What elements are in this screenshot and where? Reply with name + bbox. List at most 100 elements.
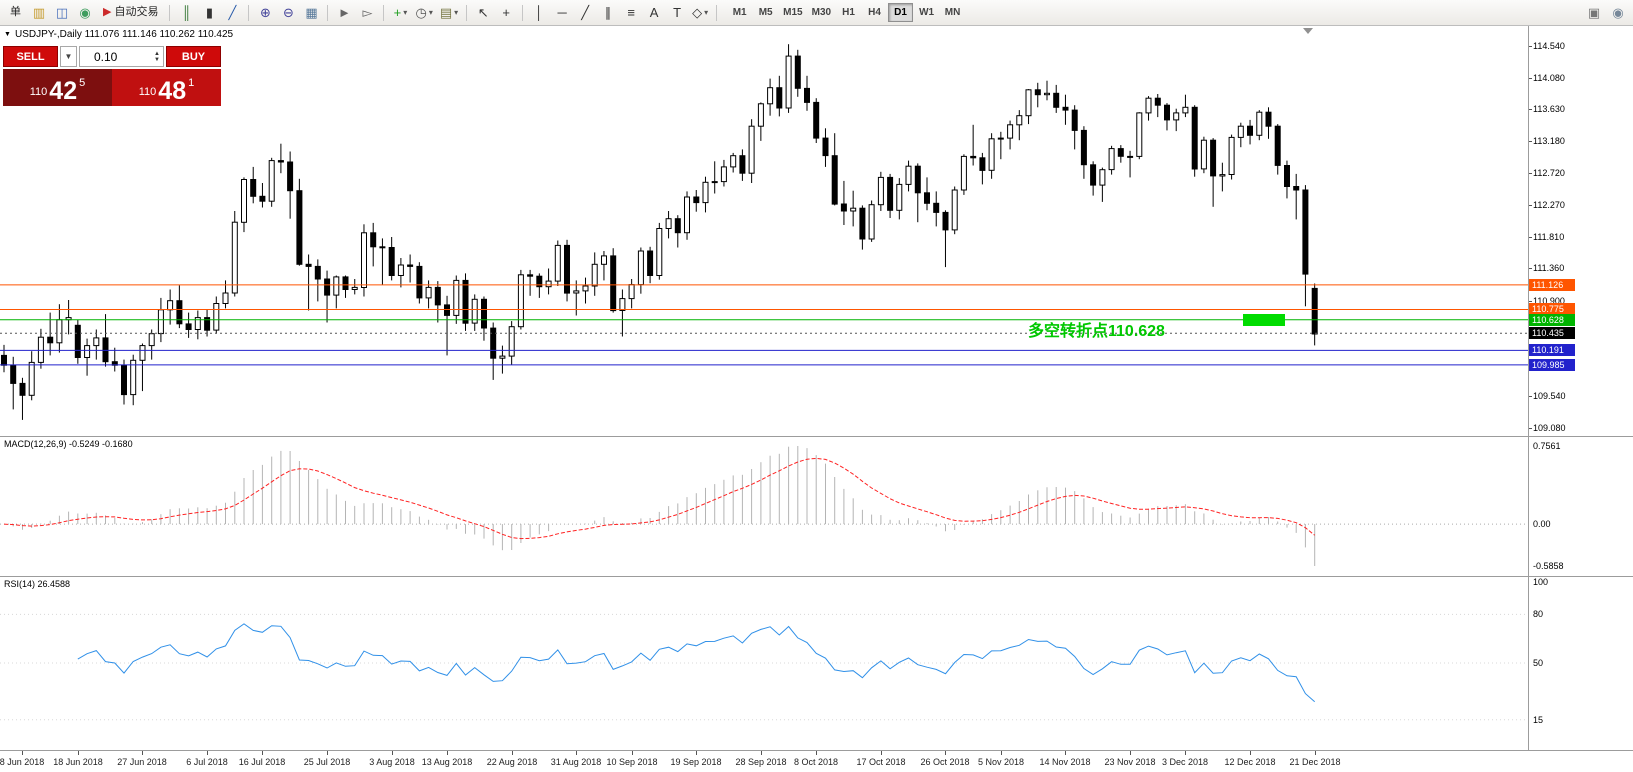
price-axis-tick [1528,237,1532,238]
rsi-plot[interactable] [0,576,1528,750]
shapes-icon-dropdown-arrow[interactable]: ▾ [704,7,709,17]
shapes-icon: ◇ [692,5,703,20]
toolbar-right-icon-1[interactable]: ▣ [1583,3,1605,23]
data-window-icon[interactable]: ◉ [74,3,96,23]
one-click-collapse-arrow[interactable]: ▼ [4,31,11,38]
templates-icon[interactable]: ▤ ▾ [437,3,461,23]
candle [1090,164,1097,186]
tile-windows-icon[interactable]: ▦ [300,3,322,23]
candle [1025,89,1032,117]
rsi-line [77,623,1316,703]
timeframe-m30-button[interactable]: M30 [811,7,832,18]
date-label: 27 Jun 2018 [117,757,167,767]
text-icon[interactable]: A [643,3,665,23]
date-tick [945,751,946,755]
timeframe-m15-button[interactable]: M15 [783,7,803,18]
time-axis[interactable]: 8 Jun 2018 18 Jun 2018 27 Jun 2018 6 Jul 20… [0,750,1633,772]
candlestick-chart-icon[interactable]: ▮ [198,3,220,23]
chart-shift-icon[interactable]: ▻ [356,3,378,23]
date-label: 13 Aug 2018 [421,757,473,767]
timeframe-h1-button[interactable]: H1 [842,7,855,18]
vertical-line-icon: │ [535,5,544,20]
candle [397,264,404,276]
one-click-trading-panel: SELL ▼ 0.10 ▲ ▼ BUY 110 42 5 110 48 [3,46,221,106]
rsi-panel-separator[interactable] [0,576,1633,577]
crosshair-icon[interactable]: + [495,3,517,23]
templates-icon: ▤ [439,5,453,20]
tile-windows-icon: ▦ [305,5,318,20]
text-icon: A [649,5,659,20]
candle [1247,125,1253,136]
price-axis-tick [1528,46,1532,47]
sell-price-button[interactable]: 110 42 5 [3,69,112,106]
candle [277,160,284,163]
timeframe-m5-button[interactable]: M5 [758,7,773,18]
candle [1164,104,1170,121]
templates-icon-dropdown-arrow[interactable]: ▾ [454,7,459,17]
buy-price-button[interactable]: 110 48 1 [112,69,221,106]
candle [74,324,81,358]
indicators-icon-dropdown-arrow[interactable]: ▾ [403,7,408,17]
volume-increase-button[interactable]: ▲ [154,50,160,57]
volume-decrease-button[interactable]: ▼ [154,56,160,63]
date-tick [327,751,328,755]
new-order-button[interactable]: 单 [4,3,27,23]
zoom-in-icon[interactable]: ⊕ [254,3,276,23]
trendline-icon: ╱ [581,5,590,20]
timeframe-d1-button[interactable]: D1 [888,3,914,22]
main-chart-canvas[interactable] [0,26,1528,436]
horizontal-line-icon[interactable]: ─ [551,3,573,23]
vertical-line-icon[interactable]: │ [528,3,550,23]
indicators-icon[interactable]: + ▾ [389,3,411,23]
buy-button[interactable]: BUY [166,46,221,67]
sell-price-main: 42 [49,76,78,105]
price-axis-label: 109.540 [1533,391,1566,401]
price-axis-separator[interactable] [1528,26,1529,750]
macd-plot[interactable] [0,436,1528,576]
shapes-icon[interactable]: ◇ ▾ [689,3,711,23]
date-label: 8 Oct 2018 [793,757,839,767]
candle [1016,115,1023,126]
candle [1154,97,1161,106]
fibonacci-icon[interactable]: ≡ [620,3,642,23]
channel-icon[interactable]: ∥ [597,3,619,23]
candle [1145,97,1152,114]
periods-icon-dropdown-arrow[interactable]: ▾ [428,7,433,17]
candle [591,263,598,287]
auto-scroll-icon[interactable]: ► [333,3,355,23]
price-axis-label: 113.630 [1533,104,1565,114]
pivot-annotation-text[interactable]: 多空转折点110.628 [1028,323,1165,340]
volume-input[interactable]: 0.10 ▲ ▼ [79,46,164,67]
price-badge-111.126: 111.126 [1529,279,1575,291]
candle [601,255,607,265]
timeframe-w1-button[interactable]: W1 [919,7,935,18]
trendline-icon[interactable]: ╱ [574,3,596,23]
order-settings-dropdown[interactable]: ▼ [60,46,77,67]
cursor-icon[interactable]: ↖ [472,3,494,23]
new-chart-icon[interactable]: ▥ [28,3,50,23]
timeframe-mn-button[interactable]: MN [944,7,961,18]
autotrading-button[interactable]: ▶ 自动交易 [97,3,164,23]
horizontal-line-icon: ─ [557,5,567,20]
periods-icon[interactable]: ◷ ▾ [412,3,435,23]
profiles-icon[interactable]: ◫ [51,3,73,23]
candle [1117,148,1124,157]
bar-chart-icon[interactable]: ║ [175,3,197,23]
date-label: 26 Oct 2018 [920,757,970,767]
candle [56,319,63,344]
toolbar-right-icon-2[interactable]: ◉ [1607,3,1629,23]
timeframe-h4-button[interactable]: H4 [868,7,881,18]
date-tick [632,751,633,755]
label-icon[interactable]: T [666,3,688,23]
candle [757,103,764,127]
green-rectangle-object[interactable] [1243,314,1285,326]
zoom-out-icon[interactable]: ⊖ [277,3,299,23]
timeframe-m1-button[interactable]: M1 [732,7,747,18]
candle [619,298,626,312]
sell-button[interactable]: SELL [3,46,58,67]
line-chart-icon[interactable]: ╱ [221,3,243,23]
macd-panel-separator[interactable] [0,436,1633,437]
price-badge-109.985: 109.985 [1529,359,1575,371]
candle [1265,111,1272,127]
date-label: 31 Aug 2018 [550,757,602,767]
